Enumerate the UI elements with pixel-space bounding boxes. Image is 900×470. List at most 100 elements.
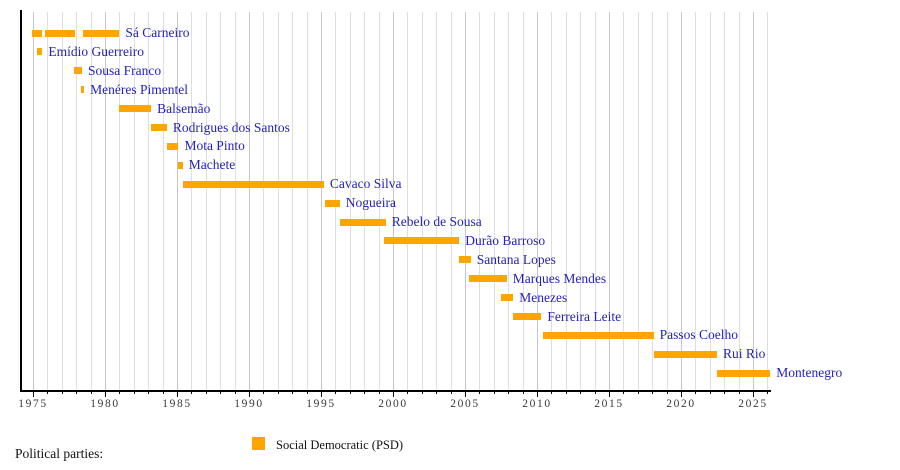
tenure-bar-durão-barroso-0 — [384, 237, 460, 245]
leader-label-mota-pinto[interactable]: Mota Pinto — [184, 138, 245, 154]
leader-label-rui-rio[interactable]: Rui Rio — [723, 346, 766, 362]
tenure-bar-menezes-0 — [501, 294, 514, 302]
tick-year-2003 — [436, 390, 438, 394]
gridline-year-2008 — [508, 12, 510, 390]
gridline-year-1981 — [119, 12, 121, 390]
tick-label-1995: 1995 — [306, 398, 336, 410]
gridline-year-1995 — [321, 12, 322, 390]
leader-label-sá-carneiro[interactable]: Sá Carneiro — [125, 25, 190, 40]
tick-year-1978 — [76, 390, 78, 394]
tick-year-1979 — [90, 390, 92, 394]
tick-year-2026 — [767, 390, 769, 394]
gridline-year-1988 — [220, 12, 222, 390]
gridline-year-2007 — [493, 12, 495, 390]
tick-year-1983 — [148, 390, 150, 394]
tick-year-2000 — [393, 390, 394, 397]
leader-label-emídio-guerreiro[interactable]: Emídio Guerreiro — [48, 43, 144, 59]
tick-year-2010 — [537, 390, 538, 397]
tenure-bar-sousa-franco-0 — [74, 67, 82, 75]
tick-year-1976 — [47, 390, 49, 394]
tick-year-2016 — [623, 390, 625, 394]
gridline-year-2004 — [450, 12, 452, 390]
tenure-bar-passos-coelho-0 — [542, 331, 654, 339]
gridline-year-2013 — [580, 12, 582, 390]
tick-year-2019 — [666, 390, 668, 394]
tick-year-1984 — [162, 390, 164, 394]
leader-label-cavaco-silva[interactable]: Cavaco Silva — [329, 176, 402, 192]
gridline-year-1993 — [292, 12, 294, 390]
leader-label-santana-lopes[interactable]: Santana Lopes — [476, 251, 556, 267]
tick-year-1975 — [33, 390, 34, 397]
gridline-year-1994 — [306, 12, 308, 390]
tenure-bar-menéres-pimentel-0 — [80, 86, 85, 94]
leader-label-nogueira[interactable]: Nogueira — [345, 195, 396, 211]
tenure-bar-sá-carneiro-0 — [31, 29, 42, 37]
tick-year-1995 — [321, 390, 322, 397]
tick-year-1996 — [335, 390, 337, 394]
tick-year-1987 — [205, 390, 207, 394]
gridline-year-2011 — [551, 12, 553, 390]
tick-year-2024 — [738, 390, 740, 394]
tick-year-2018 — [652, 390, 654, 394]
tenure-bar-nogueira-0 — [325, 199, 340, 207]
gridline-year-2006 — [479, 12, 481, 390]
gridline-year-1997 — [349, 12, 351, 390]
tick-year-2025 — [753, 390, 754, 397]
tick-year-1988 — [220, 390, 222, 394]
leader-label-rodrigues-dos-santos[interactable]: Rodrigues dos Santos — [172, 119, 290, 135]
leader-label-ferreira-leite[interactable]: Ferreira Leite — [547, 308, 622, 324]
gridline-year-2021 — [695, 12, 697, 390]
leader-label-marques-mendes[interactable]: Marques Mendes — [512, 270, 607, 286]
leader-label-menéres-pimentel[interactable]: Menéres Pimentel — [90, 81, 188, 97]
tick-year-1994 — [306, 390, 308, 394]
tick-year-1999 — [378, 390, 380, 394]
tick-year-2008 — [508, 390, 510, 394]
tick-year-2005 — [465, 390, 466, 397]
tick-label-1980: 1980 — [90, 398, 120, 410]
tick-year-1990 — [249, 390, 250, 397]
gridline-year-1984 — [162, 12, 164, 390]
leader-label-rebelo-de-sousa[interactable]: Rebelo de Sousa — [391, 214, 482, 229]
tenure-bar-mota-pinto-0 — [166, 142, 179, 150]
tick-year-2013 — [580, 390, 582, 394]
tick-year-2002 — [421, 390, 423, 394]
leader-label-machete[interactable]: Machete — [188, 157, 236, 173]
tenure-bar-ferreira-leite-0 — [512, 313, 542, 320]
tick-year-2001 — [407, 390, 409, 394]
gridline-year-2026 — [767, 12, 769, 390]
tick-year-1992 — [277, 390, 279, 394]
leader-label-balsemão[interactable]: Balsemão — [157, 100, 211, 116]
gridline-year-2020 — [681, 12, 682, 390]
tick-label-1990: 1990 — [234, 398, 264, 410]
leader-label-passos-coelho[interactable]: Passos Coelho — [659, 327, 739, 343]
gridline-year-2015 — [609, 12, 610, 390]
tick-year-1998 — [364, 390, 366, 394]
leader-label-durão-barroso[interactable]: Durão Barroso — [465, 232, 546, 248]
leader-label-sousa-franco[interactable]: Sousa Franco — [87, 62, 162, 78]
gridline-year-1992 — [277, 12, 279, 390]
tick-year-2017 — [637, 390, 639, 394]
gridline-year-1998 — [364, 12, 366, 390]
tick-year-1986 — [191, 390, 193, 394]
tenure-bar-machete-0 — [178, 161, 183, 169]
gridline-year-1977 — [61, 12, 63, 390]
leader-label-montenegro[interactable]: Montenegro — [776, 365, 843, 381]
tick-year-2007 — [493, 390, 495, 394]
gridline-year-2014 — [594, 12, 596, 390]
tenure-bar-balsemão-0 — [119, 105, 152, 113]
tick-label-2005: 2005 — [450, 398, 480, 410]
tenure-bar-cavaco-silva-0 — [182, 180, 324, 188]
tick-label-2000: 2000 — [378, 398, 408, 410]
gridline-year-2002 — [421, 12, 423, 390]
tick-label-2010: 2010 — [522, 398, 552, 410]
tick-label-1985: 1985 — [162, 398, 192, 410]
leader-label-menezes[interactable]: Menezes — [519, 289, 568, 305]
tenure-bar-sá-carneiro-2 — [83, 29, 120, 37]
tick-year-2012 — [565, 390, 567, 394]
gridline-year-2016 — [623, 12, 625, 390]
gridline-year-2000 — [393, 12, 394, 390]
gridline-year-2017 — [637, 12, 639, 390]
gridline-year-2019 — [666, 12, 668, 390]
legend-title: Political parties: — [15, 446, 104, 461]
